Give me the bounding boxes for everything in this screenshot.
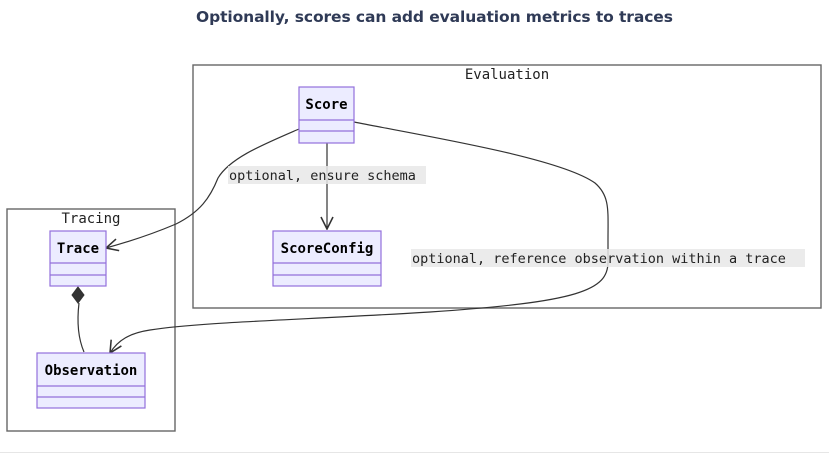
page-title: Optionally, scores can add evaluation me…: [196, 8, 673, 26]
class-trace[interactable]: Trace: [49, 230, 107, 287]
edge-label-observation-text: optional, reference observation within a…: [412, 251, 786, 267]
class-observation[interactable]: Observation: [36, 352, 146, 409]
edges: [71, 121, 609, 353]
edge-trace-composition-observation: [77, 302, 85, 353]
class-scoreconfig[interactable]: ScoreConfig: [272, 230, 382, 287]
edge-label-schema-text: optional, ensure schema: [229, 168, 416, 184]
class-score[interactable]: Score: [298, 86, 355, 144]
class-score-name: Score: [305, 97, 347, 113]
edge-score-to-trace: [106, 128, 300, 248]
group-tracing-label: Tracing: [61, 211, 120, 227]
edge-label-schema: optional, ensure schema: [228, 166, 426, 184]
composition-diamond-icon: [71, 286, 85, 304]
class-trace-name: Trace: [57, 241, 99, 257]
class-scoreconfig-name: ScoreConfig: [281, 241, 374, 257]
class-observation-name: Observation: [45, 363, 138, 379]
group-evaluation-label: Evaluation: [465, 67, 549, 83]
edge-score-to-observation: [110, 121, 609, 353]
bottom-divider: [0, 452, 829, 453]
edge-label-observation: optional, reference observation within a…: [411, 249, 805, 267]
